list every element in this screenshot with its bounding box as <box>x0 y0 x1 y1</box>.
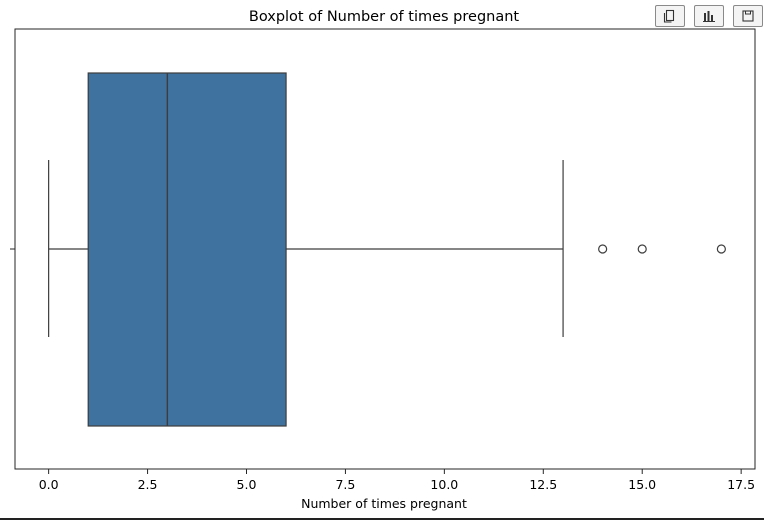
x-tick-label: 17.5 <box>727 477 755 492</box>
bar-chart-icon <box>703 11 715 22</box>
copy-button[interactable] <box>655 5 685 27</box>
save-button[interactable] <box>733 5 763 27</box>
copy-icon <box>663 9 675 23</box>
x-axis-label: Number of times pregnant <box>301 496 467 511</box>
x-tick-label: 7.5 <box>335 477 355 492</box>
save-icon <box>742 10 754 22</box>
outlier-point <box>716 244 726 254</box>
x-tick-label: 15.0 <box>628 477 656 492</box>
x-tick-label: 0.0 <box>39 477 59 492</box>
x-tick-label: 10.0 <box>430 477 458 492</box>
figure-toolbar <box>655 5 763 27</box>
box-group <box>48 72 726 427</box>
bottom-divider <box>0 518 764 520</box>
x-axis: 0.0 2.5 5.0 7.5 10.0 12.5 15.0 17.5 <box>39 469 755 492</box>
outlier-point <box>637 244 647 254</box>
x-tick-label: 5.0 <box>237 477 257 492</box>
x-tick-label: 12.5 <box>529 477 557 492</box>
iqr-box <box>87 72 287 427</box>
x-tick-label: 2.5 <box>138 477 158 492</box>
chart-title: Boxplot of Number of times pregnant <box>249 9 520 25</box>
chart-view-button[interactable] <box>694 5 724 27</box>
outlier-point <box>598 244 608 254</box>
